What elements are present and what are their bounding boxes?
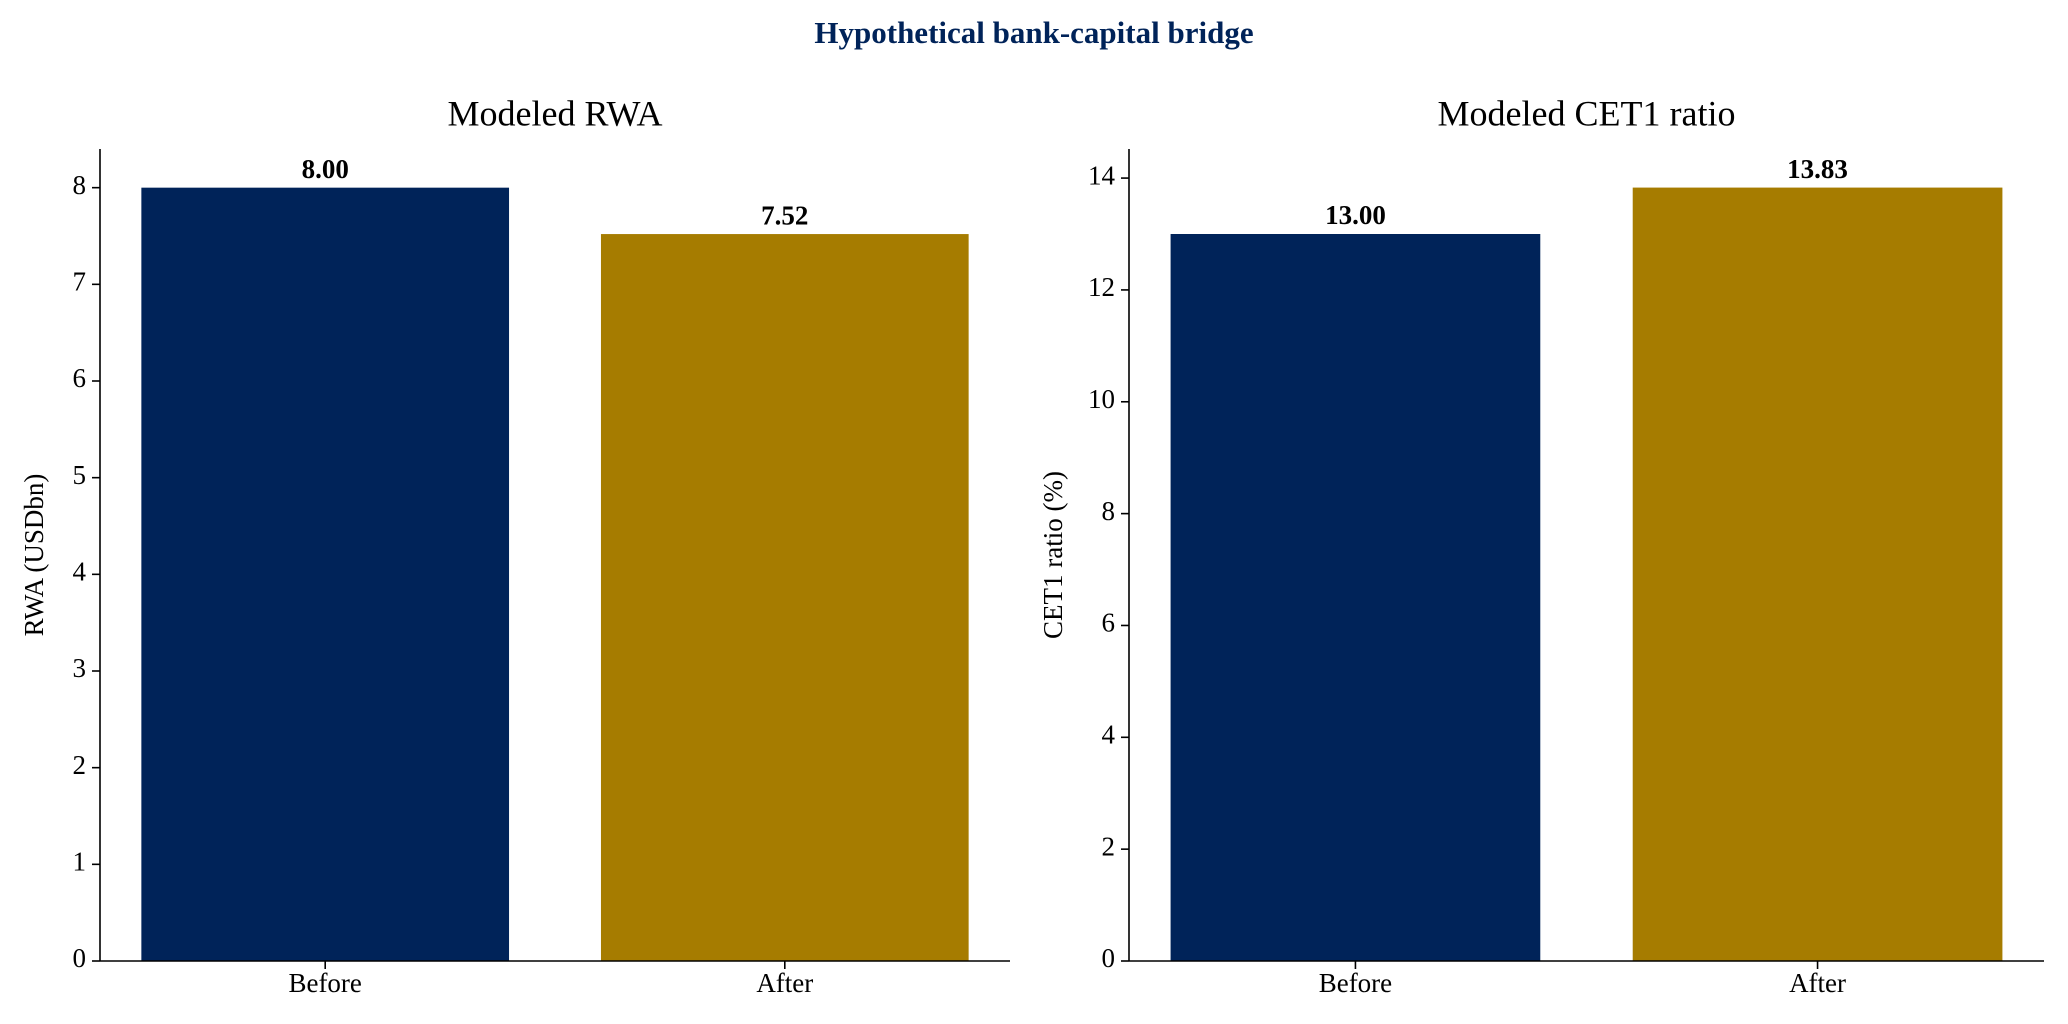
y-tick-label: 8 — [73, 170, 87, 200]
value-label: 13.00 — [1325, 200, 1386, 230]
bar — [1170, 234, 1541, 962]
y-tick-label: 14 — [1088, 160, 1116, 190]
y-tick-label: 2 — [1102, 831, 1116, 861]
y-tick-label: 7 — [73, 267, 87, 297]
value-label: 8.00 — [302, 154, 349, 184]
x-tick-label: After — [756, 968, 813, 998]
x-tick-label: Before — [288, 968, 361, 998]
y-tick-label: 6 — [1102, 608, 1116, 638]
y-tick-label: 2 — [73, 750, 87, 780]
value-label: 13.83 — [1787, 154, 1848, 184]
value-label: 7.52 — [761, 200, 808, 230]
y-tick-label: 6 — [73, 363, 87, 393]
y-tick-label: 4 — [73, 557, 87, 587]
y-tick-label: 1 — [73, 847, 87, 877]
y-tick-label: 10 — [1088, 384, 1115, 414]
y-tick-label: 5 — [73, 460, 87, 490]
y-tick-label: 0 — [1102, 943, 1116, 973]
y-tick-label: 3 — [73, 653, 87, 683]
y-tick-label: 4 — [1102, 720, 1116, 750]
bar — [1632, 187, 2003, 961]
y-tick-label: 0 — [73, 943, 87, 973]
subplot-title: Modeled RWA — [448, 93, 663, 133]
y-tick-label: 8 — [1102, 496, 1116, 526]
bar — [141, 187, 510, 961]
figure-title: Hypothetical bank-capital bridge — [814, 15, 1253, 50]
y-axis-label: RWA (USDbn) — [19, 474, 49, 637]
y-axis-label: CET1 ratio (%) — [1038, 471, 1068, 639]
bar — [600, 234, 969, 962]
x-tick-label: After — [1789, 968, 1846, 998]
subplot-title: Modeled CET1 ratio — [1438, 93, 1736, 133]
y-tick-label: 12 — [1088, 272, 1115, 302]
x-tick-label: Before — [1319, 968, 1392, 998]
